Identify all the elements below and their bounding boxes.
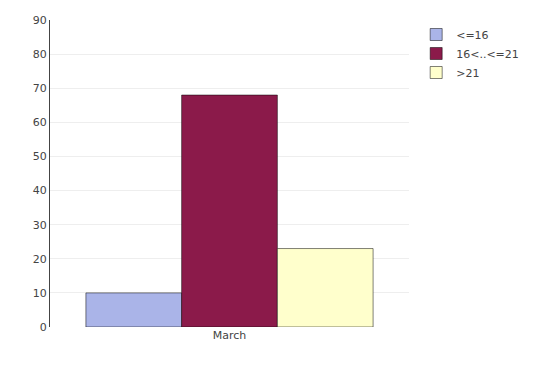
svg-text:10: 10	[33, 287, 47, 300]
svg-text:70: 70	[33, 82, 47, 95]
svg-text:0: 0	[40, 321, 47, 334]
svg-text:30: 30	[33, 219, 47, 232]
svg-text:20: 20	[33, 253, 47, 266]
svg-text:60: 60	[33, 116, 47, 129]
svg-text:<=16: <=16	[456, 29, 488, 42]
svg-text:16<..<=21: 16<..<=21	[456, 48, 519, 61]
svg-text:March: March	[213, 329, 247, 342]
svg-text:90: 90	[33, 14, 47, 27]
svg-text:80: 80	[33, 48, 47, 61]
svg-text:50: 50	[33, 150, 47, 163]
svg-text:40: 40	[33, 184, 47, 197]
svg-text:>21: >21	[456, 67, 479, 80]
